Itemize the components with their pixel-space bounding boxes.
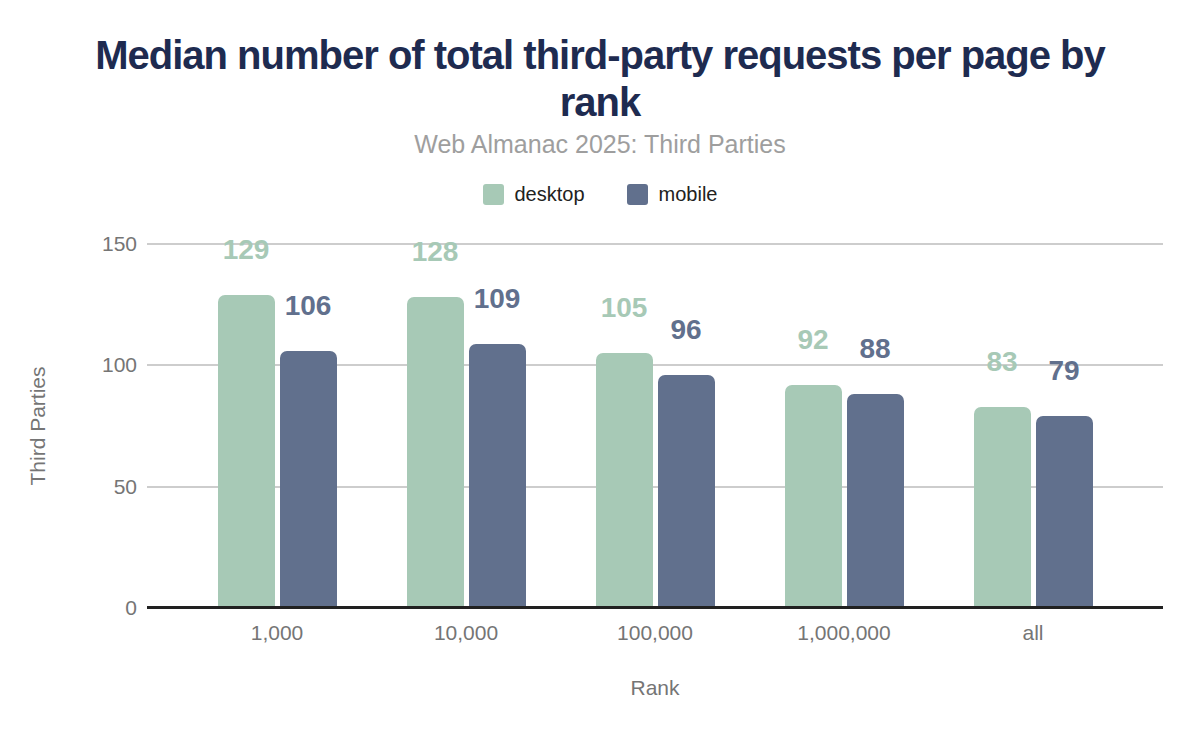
y-axis-title: Third Parties (26, 366, 50, 485)
bar-column-mobile-10,000: 109 (469, 285, 526, 609)
bar-group-1,000,000: 92 88 (750, 326, 939, 608)
x-tick-label-1,000: 1,000 (183, 621, 372, 645)
x-tick-label-100,000: 100,000 (561, 621, 750, 645)
desktop-swatch-icon (483, 184, 504, 205)
bar-desktop-10,000 (407, 297, 464, 608)
bar-value-label-desktop-1,000: 129 (223, 236, 270, 264)
bar-column-desktop-10,000: 128 (407, 238, 464, 608)
bar-value-label-mobile-1,000: 106 (285, 292, 332, 320)
bar-column-desktop-all: 83 (974, 348, 1031, 608)
chart-title: Median number of total third-party reque… (60, 32, 1140, 126)
bar-mobile-1,000 (280, 351, 337, 608)
x-tick-label-1,000,000: 1,000,000 (750, 621, 939, 645)
bar-mobile-100,000 (658, 375, 715, 608)
plot-area: 050100150 1291061281091059692888379 (147, 244, 1163, 608)
x-tick-row: 1,00010,000100,0001,000,000all (147, 621, 1163, 645)
bar-column-mobile-1,000: 106 (280, 292, 337, 608)
bar-value-label-mobile-100,000: 96 (670, 316, 701, 344)
y-tick-label-0: 0 (67, 597, 137, 618)
x-axis-line (147, 606, 1163, 609)
bar-mobile-10,000 (469, 344, 526, 609)
bar-value-label-desktop-all: 83 (986, 348, 1017, 376)
legend-item-mobile: mobile (627, 183, 718, 206)
chart-subtitle: Web Almanac 2025: Third Parties (0, 130, 1200, 159)
bar-column-desktop-100,000: 105 (596, 294, 653, 608)
bar-column-mobile-100,000: 96 (658, 316, 715, 608)
bar-column-desktop-1,000,000: 92 (785, 326, 842, 608)
x-axis-title: Rank (147, 676, 1163, 700)
bar-group-100,000: 105 96 (561, 294, 750, 608)
bar-group-1,000: 129 106 (183, 236, 372, 608)
bar-groups: 1291061281091059692888379 (147, 244, 1163, 608)
y-tick-label-100: 100 (67, 354, 137, 375)
bar-value-label-desktop-100,000: 105 (601, 294, 648, 322)
x-tick-label-10,000: 10,000 (372, 621, 561, 645)
bar-value-label-mobile-1,000,000: 88 (859, 335, 890, 363)
y-tick-label-50: 50 (67, 476, 137, 497)
bar-mobile-all (1036, 416, 1093, 608)
x-tick-label-all: all (939, 621, 1128, 645)
bar-mobile-1,000,000 (847, 394, 904, 608)
bar-group-all: 83 79 (939, 348, 1128, 608)
bar-value-label-desktop-1,000,000: 92 (797, 326, 828, 354)
bar-desktop-100,000 (596, 353, 653, 608)
legend-label-desktop: desktop (515, 183, 585, 206)
bar-group-10,000: 128 109 (372, 238, 561, 608)
chart-canvas: Median number of total third-party reque… (0, 0, 1200, 742)
legend: desktop mobile (0, 183, 1200, 206)
bar-value-label-mobile-10,000: 109 (474, 285, 521, 313)
bar-value-label-mobile-all: 79 (1048, 357, 1079, 385)
bar-value-label-desktop-10,000: 128 (412, 238, 459, 266)
legend-item-desktop: desktop (483, 183, 585, 206)
bar-column-mobile-1,000,000: 88 (847, 335, 904, 608)
bar-column-desktop-1,000: 129 (218, 236, 275, 608)
bar-desktop-1,000,000 (785, 385, 842, 608)
legend-label-mobile: mobile (659, 183, 718, 206)
bar-column-mobile-all: 79 (1036, 357, 1093, 608)
y-tick-label-150: 150 (67, 233, 137, 254)
bar-desktop-all (974, 407, 1031, 608)
mobile-swatch-icon (627, 184, 648, 205)
bar-desktop-1,000 (218, 295, 275, 608)
